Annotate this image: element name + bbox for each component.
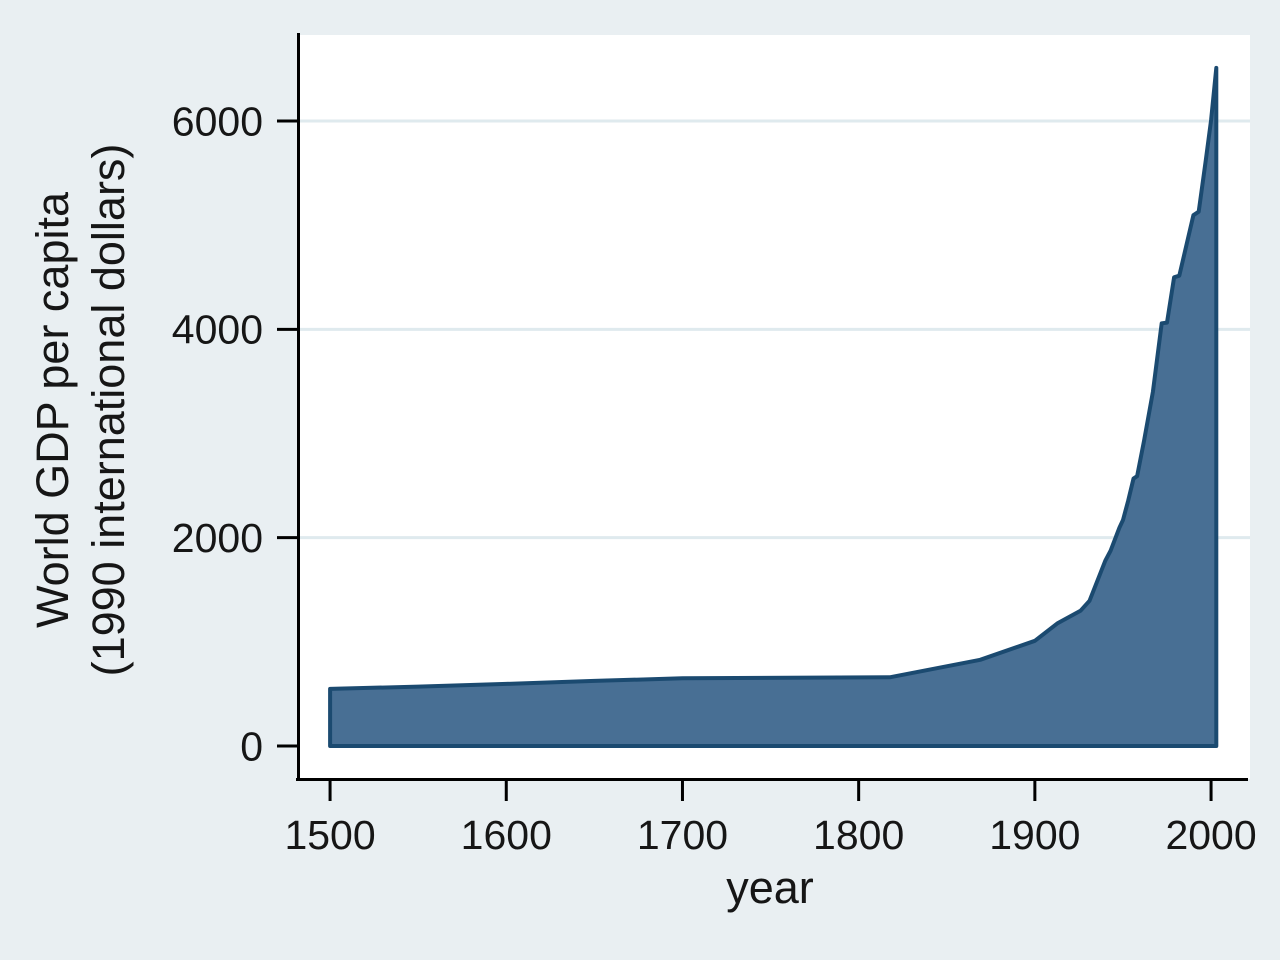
y-tick-label-6000: 6000 bbox=[172, 98, 263, 144]
gridlines bbox=[300, 119, 1250, 540]
gdp-area-series bbox=[328, 65, 1219, 748]
x-tick-label-1700: 1700 bbox=[637, 812, 728, 858]
x-tick-label-1600: 1600 bbox=[461, 812, 552, 858]
x-tick-label-2000: 2000 bbox=[1165, 812, 1256, 858]
y-tick-label-2000: 2000 bbox=[172, 515, 263, 561]
x-tick-label-1900: 1900 bbox=[989, 812, 1080, 858]
axis-tick-labels: 0 2000 4000 6000 1500 1600 1700 1800 1900 2000 bbox=[172, 98, 1257, 858]
x-tick-label-1500: 1500 bbox=[284, 812, 375, 858]
axis-ticks bbox=[277, 119, 1213, 801]
x-tick-label-1800: 1800 bbox=[813, 812, 904, 858]
gdp-area-path bbox=[328, 65, 1219, 748]
y-tick-label-4000: 4000 bbox=[172, 307, 263, 353]
y-axis-title-line1: World GDP per capita bbox=[27, 191, 78, 628]
y-axis-title-line2: (1990 international dollars) bbox=[83, 144, 134, 677]
x-axis-title: year bbox=[726, 862, 814, 913]
y-tick-label-0: 0 bbox=[240, 723, 263, 769]
